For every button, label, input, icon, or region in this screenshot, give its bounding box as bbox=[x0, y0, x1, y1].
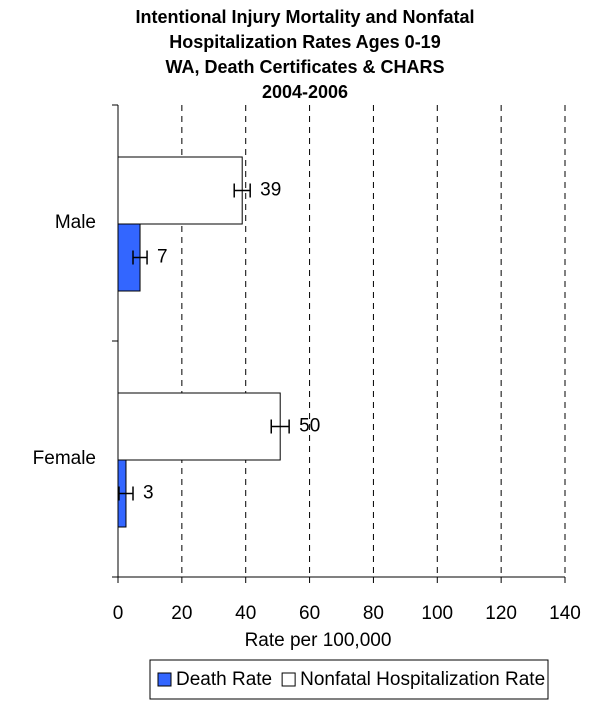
y-tick-label: Female bbox=[33, 448, 96, 469]
x-tick-label: 0 bbox=[113, 603, 124, 624]
chart-title: 2004-2006 bbox=[262, 82, 348, 102]
legend-box bbox=[149, 659, 549, 700]
error-bar bbox=[132, 250, 148, 265]
x-tick-label: 60 bbox=[299, 603, 320, 624]
chart-title: Intentional Injury Mortality and Nonfata… bbox=[135, 7, 474, 27]
x-tick-label: 80 bbox=[363, 603, 384, 624]
data-label: 50 bbox=[299, 416, 320, 437]
error-bar bbox=[118, 486, 134, 501]
legend-swatch bbox=[157, 672, 172, 687]
x-axis-label: Rate per 100,000 bbox=[245, 630, 392, 651]
legend-label: Death Rate bbox=[176, 669, 272, 690]
chart-title: Hospitalization Rates Ages 0-19 bbox=[169, 32, 440, 52]
bar bbox=[117, 392, 281, 461]
bar bbox=[117, 156, 243, 225]
x-tick-label: 40 bbox=[235, 603, 256, 624]
y-tick-label: Male bbox=[55, 212, 96, 233]
data-label: 39 bbox=[260, 180, 281, 201]
x-tick-label: 140 bbox=[549, 603, 581, 624]
legend-swatch bbox=[281, 672, 296, 687]
x-tick-label: 120 bbox=[485, 603, 517, 624]
legend-label: Nonfatal Hospitalization Rate bbox=[300, 669, 545, 690]
data-label: 3 bbox=[143, 483, 154, 504]
chart-title: WA, Death Certificates & CHARS bbox=[165, 57, 444, 77]
error-bar bbox=[270, 419, 290, 434]
data-label: 7 bbox=[157, 247, 168, 268]
error-bar bbox=[233, 183, 251, 198]
x-tick-label: 20 bbox=[171, 603, 192, 624]
x-tick-label: 100 bbox=[421, 603, 453, 624]
